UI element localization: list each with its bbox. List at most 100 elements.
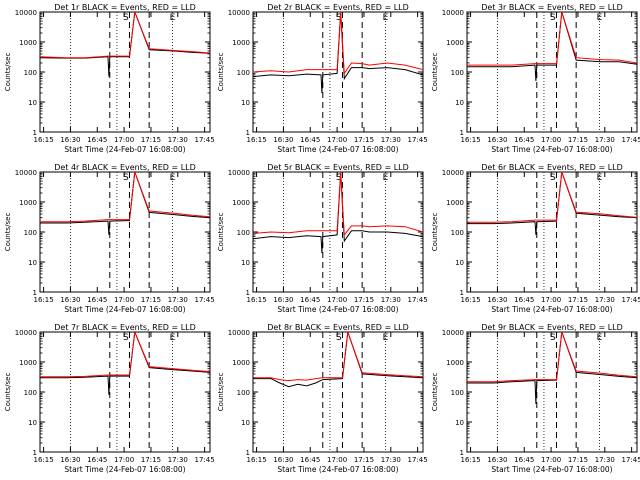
series-line-lld bbox=[467, 332, 637, 383]
y-tick-label: 10000 bbox=[228, 329, 250, 337]
y-axis-label: Counts/sec bbox=[431, 213, 439, 252]
marker-label-s: S bbox=[550, 13, 556, 23]
x-axis-label: Start Time (24-Feb-07 16:08:00) bbox=[64, 305, 185, 314]
x-axis-label: Start Time (24-Feb-07 16:08:00) bbox=[491, 465, 612, 474]
y-tick-label: 1 bbox=[246, 449, 250, 457]
chart-title: Det 9r BLACK = Events, RED = LLD bbox=[481, 323, 623, 332]
x-tick-label: 17:00 bbox=[327, 136, 347, 144]
chart-title: Det 8r BLACK = Events, RED = LLD bbox=[267, 323, 409, 332]
x-tick-label: 17:00 bbox=[541, 136, 561, 144]
x-tick-label: 17:00 bbox=[114, 456, 134, 464]
x-tick-label: 17:15 bbox=[141, 136, 161, 144]
series-line-lld bbox=[253, 172, 423, 237]
y-tick-label: 1000 bbox=[446, 39, 464, 47]
x-tick-label: 17:45 bbox=[195, 296, 215, 304]
marker-label-s: S bbox=[550, 333, 556, 343]
y-tick-label: 1 bbox=[460, 449, 464, 457]
y-tick-label: 10000 bbox=[15, 329, 37, 337]
x-tick-label: 17:30 bbox=[381, 296, 401, 304]
x-tick-label: 17:45 bbox=[195, 136, 215, 144]
y-axis-label: Counts/sec bbox=[4, 373, 12, 412]
x-tick-label: 17:30 bbox=[381, 456, 401, 464]
x-tick-label: 16:45 bbox=[300, 136, 320, 144]
chart-title: Det 7r BLACK = Events, RED = LLD bbox=[54, 323, 196, 332]
y-tick-label: 10 bbox=[28, 259, 37, 267]
y-tick-label: 100 bbox=[451, 389, 464, 397]
x-axis-label: Start Time (24-Feb-07 16:08:00) bbox=[277, 465, 398, 474]
plot-frame bbox=[466, 171, 638, 293]
x-tick-label: 16:45 bbox=[514, 296, 534, 304]
x-tick-label: 16:15 bbox=[33, 136, 53, 144]
marker-label-e: E bbox=[170, 13, 176, 23]
y-tick-label: 1000 bbox=[232, 199, 250, 207]
x-axis-label: Start Time (24-Feb-07 16:08:00) bbox=[277, 305, 398, 314]
y-tick-label: 1 bbox=[246, 129, 250, 137]
x-tick-label: 16:45 bbox=[300, 456, 320, 464]
y-tick-label: 100 bbox=[24, 389, 37, 397]
x-tick-label: 17:45 bbox=[622, 296, 640, 304]
marker-label-e: E bbox=[170, 333, 176, 343]
y-tick-label: 10 bbox=[241, 419, 250, 427]
x-tick-label: 17:30 bbox=[168, 296, 188, 304]
x-tick-label: 17:45 bbox=[622, 136, 640, 144]
x-tick-label: 16:30 bbox=[273, 136, 293, 144]
series-line-events bbox=[467, 12, 637, 82]
y-tick-label: 1 bbox=[460, 129, 464, 137]
y-tick-label: 10 bbox=[455, 259, 464, 267]
y-tick-label: 1 bbox=[460, 289, 464, 297]
y-tick-label: 10000 bbox=[228, 169, 250, 177]
marker-label-s: S bbox=[550, 173, 556, 183]
marker-label-e: E bbox=[597, 333, 603, 343]
x-tick-label: 17:30 bbox=[168, 136, 188, 144]
y-tick-label: 100 bbox=[237, 229, 250, 237]
x-tick-label: 17:30 bbox=[381, 136, 401, 144]
series-line-lld bbox=[40, 172, 210, 223]
chart-title: Det 5r BLACK = Events, RED = LLD bbox=[267, 163, 409, 172]
plot-frame bbox=[39, 11, 211, 133]
x-tick-label: 17:15 bbox=[141, 456, 161, 464]
y-axis-label: Counts/sec bbox=[217, 53, 225, 92]
y-tick-label: 100 bbox=[24, 229, 37, 237]
plot-frame bbox=[466, 331, 638, 453]
x-tick-label: 16:30 bbox=[487, 136, 507, 144]
series-line-events bbox=[467, 172, 637, 235]
x-tick-label: 16:15 bbox=[33, 296, 53, 304]
y-tick-label: 10 bbox=[455, 99, 464, 107]
x-tick-label: 16:30 bbox=[273, 456, 293, 464]
x-tick-label: 16:30 bbox=[60, 296, 80, 304]
x-tick-label: 16:30 bbox=[60, 456, 80, 464]
y-axis-label: Counts/sec bbox=[217, 373, 225, 412]
marker-label-e: E bbox=[383, 13, 389, 23]
x-tick-label: 16:45 bbox=[514, 456, 534, 464]
x-tick-label: 16:45 bbox=[87, 296, 107, 304]
marker-label-e: E bbox=[170, 173, 176, 183]
x-axis-label: Start Time (24-Feb-07 16:08:00) bbox=[491, 305, 612, 314]
series-line-lld bbox=[40, 12, 210, 59]
x-tick-label: 17:15 bbox=[568, 296, 588, 304]
plot-frame bbox=[252, 331, 424, 453]
y-tick-label: 1000 bbox=[446, 359, 464, 367]
marker-label-e: E bbox=[383, 173, 389, 183]
marker-label-e: E bbox=[597, 173, 603, 183]
chart-title: Det 3r BLACK = Events, RED = LLD bbox=[481, 3, 623, 12]
x-tick-label: 17:45 bbox=[622, 456, 640, 464]
x-axis-label: Start Time (24-Feb-07 16:08:00) bbox=[491, 145, 612, 154]
y-tick-label: 1000 bbox=[446, 199, 464, 207]
series-line-events bbox=[467, 332, 637, 404]
x-tick-label: 16:45 bbox=[514, 136, 534, 144]
chart-title: Det 1r BLACK = Events, RED = LLD bbox=[54, 3, 196, 12]
marker-label-s: S bbox=[123, 173, 129, 183]
x-tick-label: 16:15 bbox=[460, 136, 480, 144]
y-tick-label: 1 bbox=[33, 449, 37, 457]
chart-title: Det 4r BLACK = Events, RED = LLD bbox=[54, 163, 196, 172]
x-tick-label: 17:00 bbox=[541, 456, 561, 464]
x-tick-label: 17:30 bbox=[595, 296, 615, 304]
y-tick-label: 10000 bbox=[15, 169, 37, 177]
x-tick-label: 17:15 bbox=[568, 136, 588, 144]
